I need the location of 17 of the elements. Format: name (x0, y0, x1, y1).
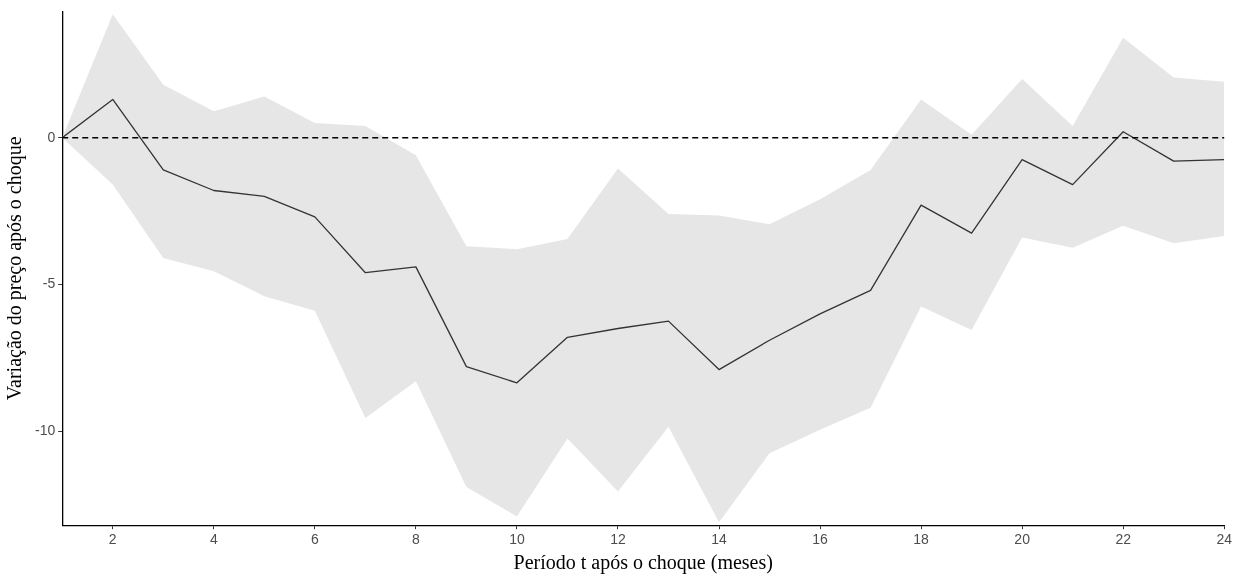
x-tick-label: 2 (108, 531, 117, 548)
x-tick-label: 20 (1014, 531, 1031, 548)
x-tick-label: 6 (310, 531, 319, 548)
x-tick-label: 4 (209, 531, 218, 548)
y-tick-label: 0 (47, 128, 56, 145)
x-tick-label: 22 (1115, 531, 1132, 548)
y-axis-title: Variação do preço após o choque (3, 136, 27, 401)
y-tick-label: -5 (42, 275, 56, 292)
x-tick-label: 18 (913, 531, 930, 548)
x-axis-title: Período t após o choque (meses) (513, 551, 773, 575)
x-tick-label: 24 (1216, 531, 1233, 548)
x-tick-label: 8 (411, 531, 420, 548)
x-tick-label: 16 (812, 531, 829, 548)
x-tick-label: 12 (610, 531, 626, 548)
y-tick-label: -10 (35, 422, 56, 439)
x-tick-label: 10 (509, 531, 525, 548)
x-tick-label: 14 (711, 531, 727, 548)
